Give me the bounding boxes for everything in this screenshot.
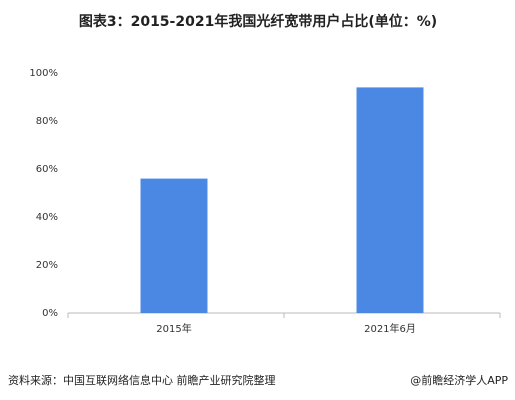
y-tick-label: 100%	[29, 68, 58, 79]
chart-title: 图表3：2015-2021年我国光纤宽带用户占比(单位：%)	[79, 13, 437, 30]
bar	[140, 178, 208, 313]
bar	[356, 87, 424, 314]
y-tick-label: 0%	[42, 308, 58, 319]
source: 资料来源：中国互联网络信息中心 前瞻产业研究院整理	[8, 373, 276, 387]
y-tick-label: 40%	[36, 212, 58, 223]
x-tick-label: 2015年	[156, 322, 191, 335]
credit: @前瞻经济学人APP	[410, 373, 508, 387]
y-tick-label: 60%	[36, 164, 58, 175]
y-tick-label: 20%	[36, 260, 58, 271]
x-tick-label: 2021年6月	[364, 322, 416, 335]
y-tick-label: 80%	[36, 116, 58, 127]
